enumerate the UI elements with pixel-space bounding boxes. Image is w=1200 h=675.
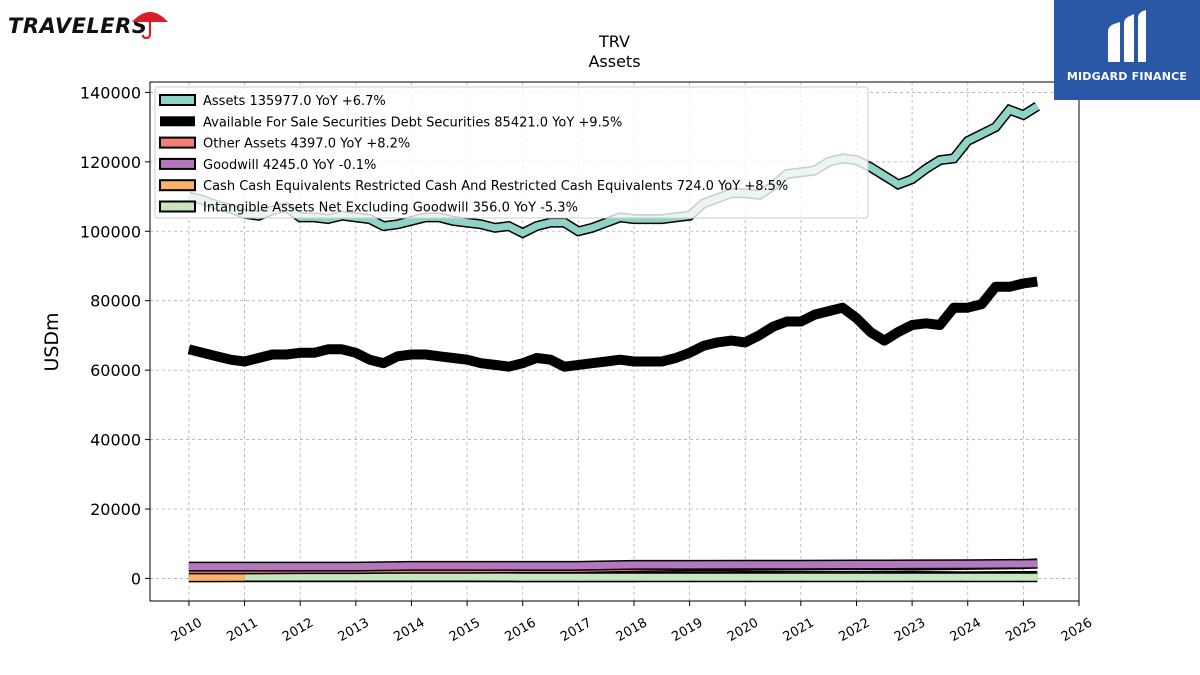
legend-swatch-goodwill [159,157,196,170]
x-tick-label: 2010 [169,615,205,645]
x-tick-label: 2015 [447,615,483,645]
x-tick-label: 2024 [948,615,984,645]
x-tick-label: 2023 [892,615,928,645]
legend-label-assets: Assets 135977.0 YoY +6.7% [203,94,386,109]
legend-label-afs: Available For Sale Securities Debt Secur… [203,115,622,130]
y-tick-label: 20000 [90,500,141,519]
series-layer [187,102,1040,583]
series-line-assets [188,103,1040,237]
legend-label-goodwill: Goodwill 4245.0 YoY -0.1% [203,158,376,173]
umbrella-icon [132,12,168,40]
x-tick-label: 2017 [558,615,594,645]
legend-box [154,86,869,219]
y-tick-label: 100000 [80,222,141,241]
y-tick-label: 140000 [80,83,141,102]
y-tick-label: 80000 [90,292,141,311]
legend-swatch-afs [160,116,195,127]
chart-title: TRV [598,32,630,51]
series-line-goodwill [188,560,1038,571]
travelers-wordmark: TRAVELERS [8,14,148,38]
x-tick-label: 2022 [836,615,872,645]
x-tick-label: 2020 [725,615,761,645]
legend-swatch-cash [159,179,196,192]
x-tick-label: 2014 [391,615,427,645]
midgard-mark-icon [1108,10,1146,62]
y-tick-label: 60000 [90,361,141,380]
x-tick-label: 2019 [669,615,705,645]
x-tick-label: 2018 [614,615,650,645]
legend-swatch-assets [159,94,196,106]
y-tick-label: 0 [131,569,141,588]
legend-label-other: Other Assets 4397.0 YoY +8.2% [203,137,410,152]
x-tick-label: 2013 [336,615,372,645]
legend: Assets 135977.0 YoY +6.7% Available For S… [154,86,869,219]
x-tick-label: 2021 [781,615,817,645]
legend-label-cash: Cash Cash Equivalents Restricted Cash An… [203,179,788,194]
travelers-logo: TRAVELERS [8,14,147,38]
y-tick-label: 120000 [80,153,141,172]
midgard-wordmark: MIDGARD FINANCE [1066,70,1188,83]
legend-swatch-intangible [159,200,196,213]
legend-label-intangible: Intangible Assets Net Excluding Goodwill… [203,201,578,216]
plot-frame [149,81,1080,602]
x-tick-label: 2012 [280,615,316,645]
x-tick-label: 2026 [1059,615,1095,645]
x-tick-label: 2016 [503,615,539,645]
y-axis-label: USDm [41,312,63,371]
series-line-afs [187,276,1038,372]
legend-swatch-other [159,136,196,149]
midgard-finance-logo: MIDGARD FINANCE [1054,0,1200,100]
x-tick-label: 2025 [1003,615,1039,645]
chart-subtitle: Assets [588,52,640,71]
y-tick-label: 40000 [90,431,141,450]
x-tick-label: 2011 [224,615,260,645]
